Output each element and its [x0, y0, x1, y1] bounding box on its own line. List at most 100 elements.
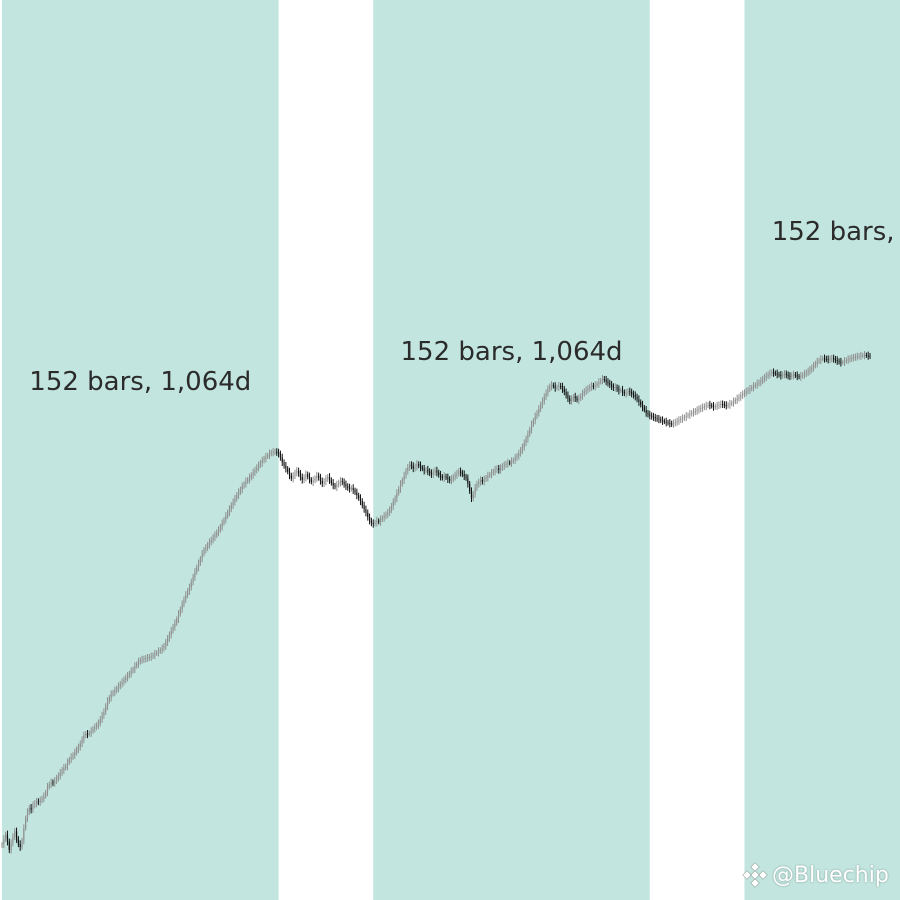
- candle: [465, 473, 467, 481]
- candle: [585, 386, 587, 395]
- candle-body: [867, 355, 869, 357]
- candle-body: [296, 470, 298, 473]
- candle: [421, 465, 423, 472]
- candle-body: [8, 841, 10, 850]
- candle-body: [59, 772, 61, 776]
- candle: [276, 448, 278, 456]
- candle-body: [61, 770, 63, 773]
- candle: [489, 471, 491, 479]
- candle-body: [445, 476, 447, 478]
- candle-body: [607, 381, 609, 384]
- candle-body: [365, 509, 367, 513]
- candle-body: [163, 646, 165, 649]
- candle: [14, 827, 16, 841]
- candle: [17, 836, 19, 848]
- candle: [469, 480, 471, 494]
- candle: [794, 371, 796, 379]
- candle-body: [720, 404, 722, 406]
- candle: [338, 479, 340, 488]
- candle-body: [581, 393, 584, 396]
- candle: [32, 801, 34, 813]
- candle: [494, 465, 496, 476]
- candle: [514, 454, 516, 464]
- candle-body: [758, 382, 760, 384]
- candle-body: [765, 375, 767, 378]
- candle: [403, 471, 405, 484]
- candle-body: [65, 766, 67, 768]
- candle: [325, 475, 327, 486]
- candle: [611, 380, 613, 391]
- candle-body: [381, 517, 383, 520]
- candle: [676, 417, 678, 426]
- candle: [239, 486, 241, 496]
- candle: [25, 815, 27, 831]
- candle: [609, 379, 611, 389]
- candle: [651, 412, 653, 420]
- candle-body: [672, 423, 675, 425]
- candle-body: [774, 372, 776, 374]
- candle-body: [5, 834, 7, 840]
- candle-body: [556, 387, 558, 389]
- candle: [390, 503, 393, 514]
- candle-body: [314, 478, 316, 481]
- candle-body: [665, 421, 667, 423]
- candle: [849, 355, 851, 363]
- candle-body: [34, 803, 36, 805]
- candle: [396, 489, 398, 503]
- candle: [263, 455, 265, 464]
- candle-body: [270, 452, 272, 454]
- candle: [778, 371, 780, 378]
- candle-body: [687, 414, 689, 417]
- candle-body: [370, 520, 373, 524]
- candle-body: [348, 487, 351, 489]
- candle-body: [288, 471, 291, 476]
- candle: [216, 529, 218, 539]
- candle: [236, 492, 238, 502]
- candle-body: [780, 374, 782, 376]
- candle: [829, 355, 831, 364]
- candle-body: [530, 424, 533, 430]
- candle: [525, 435, 527, 447]
- candle-body: [181, 604, 183, 609]
- candle-body: [341, 480, 343, 483]
- candle: [758, 379, 760, 387]
- candle: [68, 756, 70, 765]
- candle-body: [842, 361, 844, 363]
- candle: [756, 379, 758, 389]
- candle: [470, 487, 473, 503]
- candle-body: [683, 417, 685, 419]
- candle-body: [600, 380, 602, 383]
- candle-body: [631, 392, 633, 394]
- candle-body: [863, 355, 866, 356]
- candle: [456, 469, 458, 479]
- candle: [114, 686, 116, 697]
- candle: [621, 385, 624, 397]
- candle-body: [277, 452, 280, 454]
- candle-body: [429, 471, 431, 474]
- candle-body: [862, 355, 864, 357]
- candle-body: [614, 387, 616, 389]
- candle: [409, 461, 411, 472]
- candle: [207, 541, 209, 552]
- candle-body: [168, 634, 171, 639]
- candle-body: [152, 655, 154, 657]
- candle-body: [756, 383, 758, 385]
- candle: [432, 468, 434, 478]
- candle: [809, 366, 811, 375]
- candle: [143, 655, 145, 663]
- candle-body: [658, 418, 660, 420]
- candle-body: [283, 462, 285, 466]
- candle-body: [272, 451, 274, 453]
- candle: [254, 466, 256, 476]
- candle-body: [161, 648, 163, 650]
- candle-body: [392, 502, 394, 507]
- candle-body: [103, 711, 105, 716]
- candle: [865, 352, 867, 358]
- candle-body: [52, 782, 54, 784]
- candle-body: [274, 451, 276, 453]
- candle-body: [55, 778, 58, 781]
- candle: [498, 464, 500, 474]
- candle: [157, 647, 160, 657]
- candle-body: [156, 652, 158, 654]
- candle-body: [603, 378, 605, 380]
